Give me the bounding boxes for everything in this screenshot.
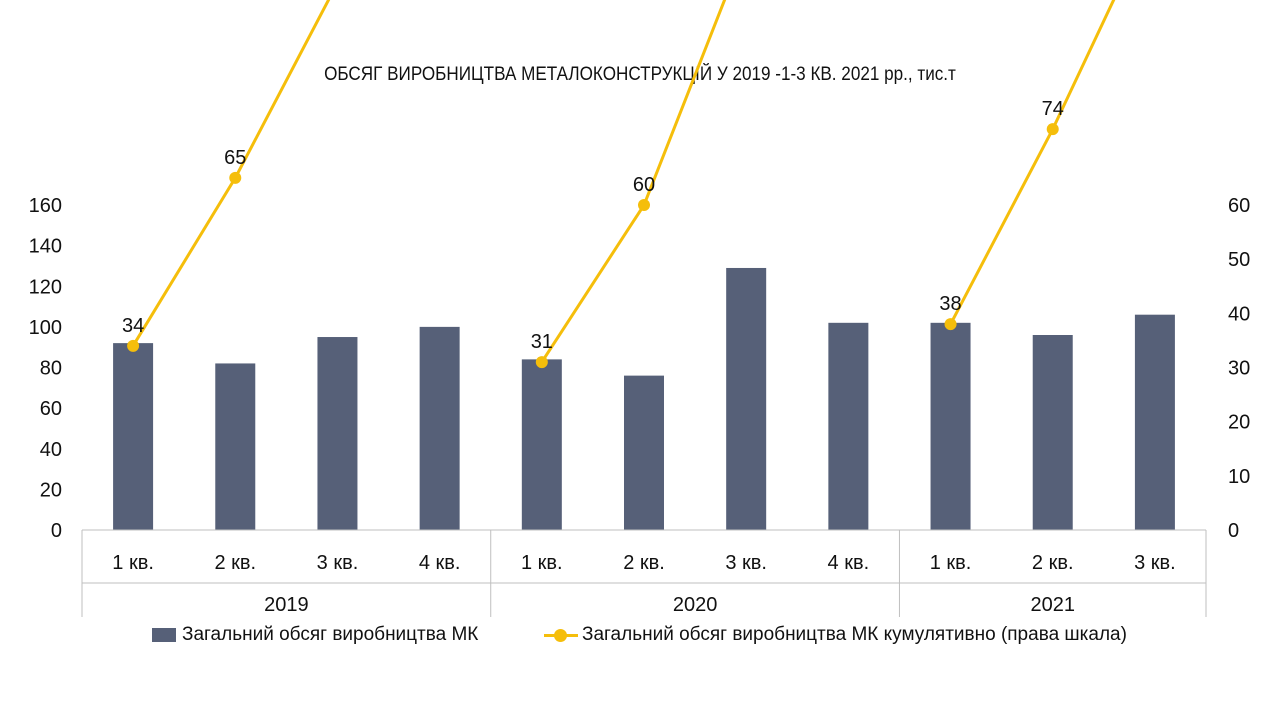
series-line-segment — [949, 0, 1116, 325]
series-line-segment — [131, 0, 331, 347]
category-label: 4 кв. — [828, 552, 870, 574]
line-marker — [1046, 123, 1059, 136]
line-marker — [127, 339, 140, 352]
bar — [726, 267, 767, 530]
left-axis-tick-label: 40 — [40, 439, 62, 461]
line-marker — [944, 318, 957, 331]
left-axis-tick-label: 140 — [29, 236, 62, 258]
series-line-segment — [540, 0, 727, 363]
right-axis-tick-label: 60 — [1228, 195, 1250, 217]
data-label: 34 — [122, 315, 144, 337]
category-label: 2 кв. — [1032, 552, 1074, 574]
right-axis-tick-label: 20 — [1228, 412, 1250, 434]
category-label: 1 кв. — [930, 552, 972, 574]
category-label: 4 кв. — [419, 552, 461, 574]
category-label: 3 кв. — [317, 552, 359, 574]
legend-swatch-bars — [152, 628, 176, 642]
bar — [1032, 335, 1073, 530]
right-axis-tick-label: 40 — [1228, 303, 1250, 325]
left-axis-tick-label: 0 — [51, 520, 62, 542]
legend-item-bars: Загальний обсяг виробництва МК — [152, 624, 478, 646]
bar — [113, 343, 154, 530]
line-marker — [535, 356, 548, 369]
bar — [317, 337, 358, 530]
bar — [419, 326, 460, 530]
bar — [215, 363, 256, 530]
bar — [1134, 314, 1175, 530]
legend-label-line: Загальний обсяг виробництва МК кумулятив… — [582, 624, 1127, 645]
right-axis-tick-label: 0 — [1228, 520, 1239, 542]
group-label: 2020 — [673, 594, 718, 616]
right-axis-tick-label: 30 — [1228, 358, 1250, 380]
data-label: 31 — [531, 331, 553, 353]
line-marker — [638, 199, 650, 211]
legend-label-bars: Загальний обсяг виробництва МК — [182, 624, 479, 645]
legend-item-line: Загальний обсяг виробництва МК кумулятив… — [544, 624, 1127, 646]
left-axis-tick-label: 20 — [40, 479, 62, 501]
category-label: 3 кв. — [1134, 552, 1176, 574]
group-label: 2021 — [1030, 594, 1075, 616]
data-label: 38 — [939, 293, 961, 315]
right-axis-tick-label: 10 — [1228, 466, 1250, 488]
line-marker — [229, 171, 242, 184]
left-axis-tick-label: 80 — [40, 358, 62, 380]
category-label: 1 кв. — [112, 552, 154, 574]
bar — [828, 322, 869, 530]
legend-swatch-line — [544, 628, 578, 642]
left-axis-tick-label: 100 — [29, 317, 62, 339]
data-label: 74 — [1042, 98, 1064, 120]
bar — [521, 359, 562, 530]
group-label: 2019 — [264, 594, 309, 616]
data-label: 60 — [633, 174, 655, 196]
category-label: 3 кв. — [725, 552, 767, 574]
data-label: 65 — [224, 147, 246, 169]
category-label: 2 кв. — [214, 552, 256, 574]
category-label: 2 кв. — [623, 552, 665, 574]
bar — [930, 322, 971, 530]
left-axis-tick-label: 120 — [29, 276, 62, 298]
right-axis-tick-label: 50 — [1228, 249, 1250, 271]
left-axis-tick-label: 160 — [29, 195, 62, 217]
chart-title: ОБСЯГ ВИРОБНИЦТВА МЕТАЛОКОНСТРУКЦІЙ У 20… — [324, 64, 956, 85]
bar — [624, 375, 664, 530]
left-axis-tick-label: 60 — [40, 398, 62, 420]
category-label: 1 кв. — [521, 552, 563, 574]
combo-chart: 0 20 40 60 80 100 120 140 160 0 10 20 30 40 50 60 1 кв. 2… — [29, 0, 1250, 617]
legend: Загальний обсяг виробництва МК Загальний… — [0, 624, 1280, 650]
